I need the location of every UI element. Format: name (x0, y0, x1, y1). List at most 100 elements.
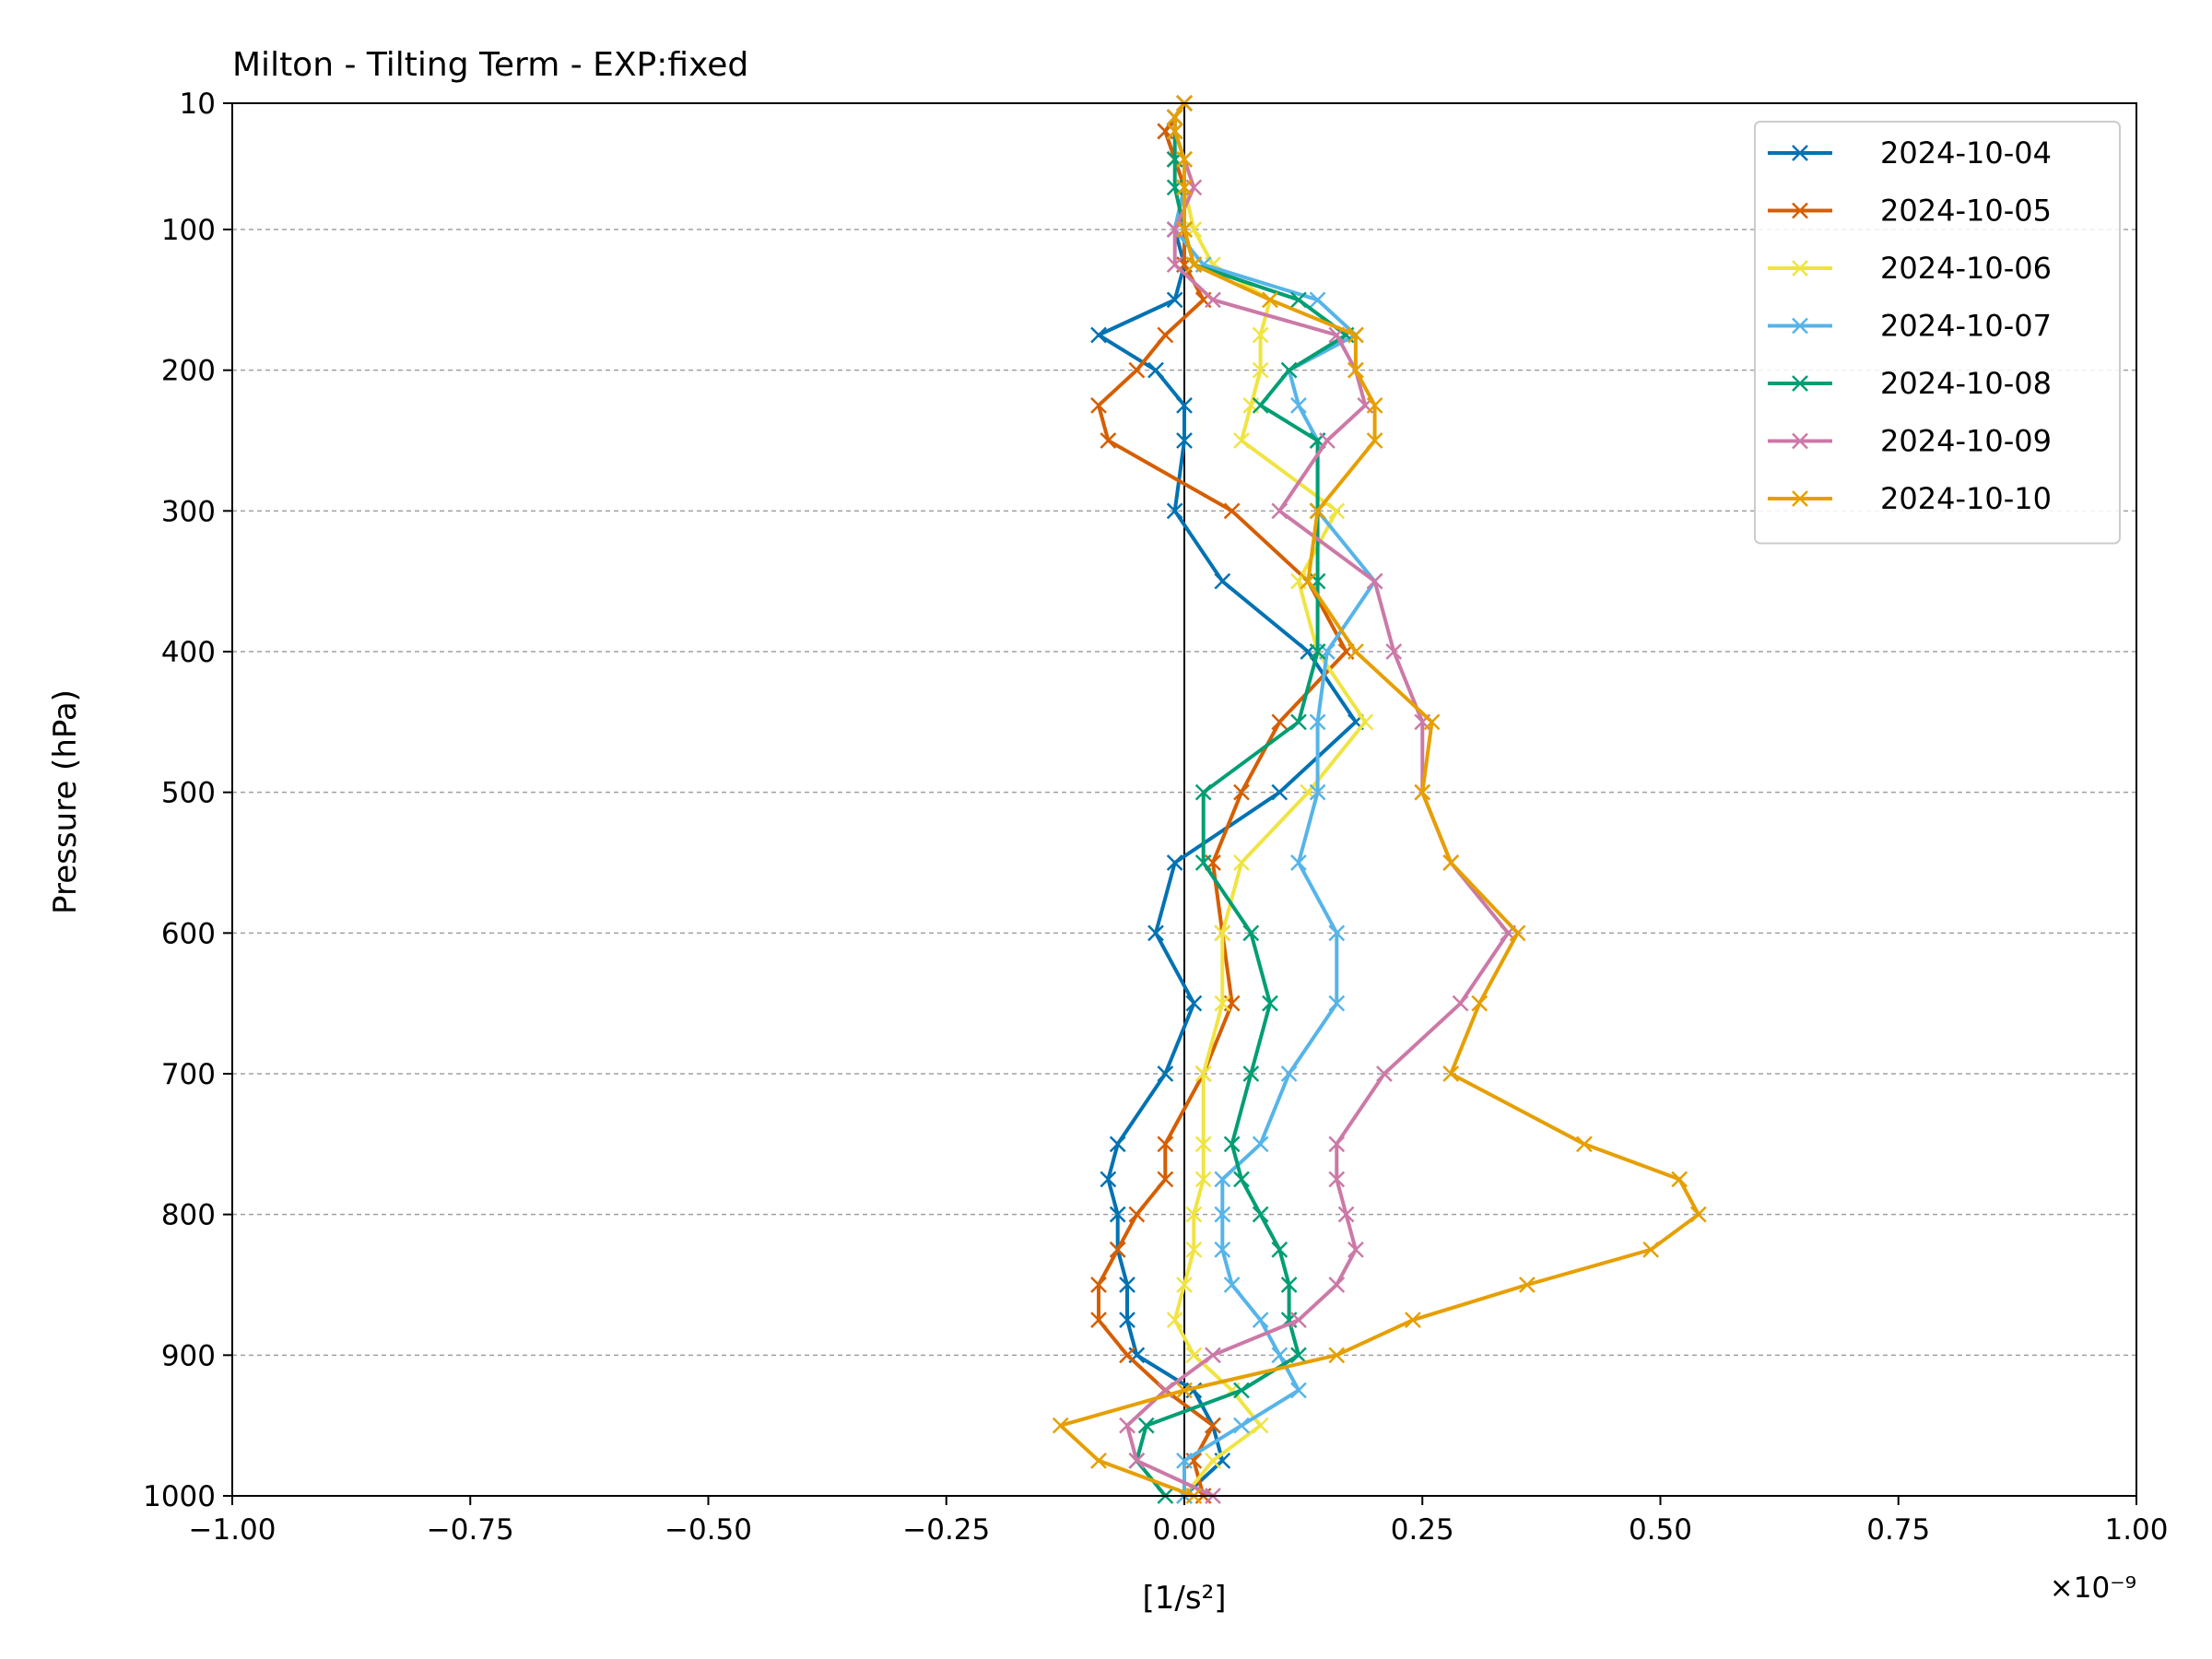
data-point (1205, 291, 1221, 309)
data-point (1328, 502, 1346, 520)
data-point (1090, 1277, 1107, 1293)
series-line (1172, 101, 1368, 1498)
data-point (1442, 854, 1460, 871)
data-point (1290, 1347, 1307, 1364)
data-point (1119, 1277, 1135, 1293)
data-point (1166, 1312, 1183, 1329)
legend-item: 2024-10-05 (1768, 194, 2052, 229)
data-point (1271, 1241, 1288, 1258)
data-point (1366, 572, 1383, 590)
data-point (1509, 924, 1526, 942)
data-point (1233, 1382, 1250, 1399)
data-point (1176, 179, 1193, 196)
data-point (1176, 1382, 1193, 1399)
data-point (1233, 1417, 1250, 1434)
data-point (1252, 326, 1269, 344)
data-point (1328, 994, 1346, 1012)
data-point (1309, 643, 1326, 660)
data-point (1128, 361, 1146, 379)
data-point (1328, 924, 1346, 942)
data-point (1109, 1241, 1126, 1258)
data-point (1166, 854, 1183, 871)
data-point (1252, 1206, 1269, 1223)
data-point (1366, 396, 1383, 414)
data-point (1176, 221, 1193, 238)
x-axis-ticks: −1.00 −0.75 −0.50 −0.25 0.00 0.25 0.50 0.75 1.00 (189, 1496, 2169, 1547)
data-point (1185, 1241, 1203, 1258)
x-tick-label: −0.25 (902, 1513, 990, 1547)
y-tick-label: 700 (161, 1058, 216, 1091)
data-point (1185, 256, 1203, 274)
data-point (1194, 1135, 1212, 1153)
data-point (1271, 1347, 1288, 1364)
data-point (1309, 502, 1326, 520)
data-point (1166, 109, 1183, 126)
data-point (1233, 432, 1250, 449)
x-tick-label: 0.00 (1152, 1513, 1216, 1547)
legend-label: 2024-10-05 (1880, 194, 2052, 229)
legend-label: 2024-10-06 (1880, 251, 2052, 286)
data-point (1442, 1065, 1460, 1082)
data-point (1290, 1382, 1307, 1399)
data-point (1223, 1135, 1241, 1153)
legend-item: 2024-10-06 (1768, 251, 2052, 286)
data-point (1271, 783, 1288, 801)
data-point (1337, 1206, 1355, 1223)
x-axis-label: [1/s²] (1143, 1580, 1227, 1617)
data-point (1366, 432, 1383, 449)
data-point (1328, 1135, 1346, 1153)
data-point (1300, 572, 1317, 590)
data-point (1233, 783, 1250, 801)
data-point (1357, 713, 1374, 731)
y-tick-label: 500 (161, 777, 216, 810)
data-point (1347, 643, 1364, 660)
legend-marker (1792, 260, 1808, 276)
data-point (1166, 256, 1183, 274)
data-point (1090, 1312, 1107, 1329)
data-point (1671, 1171, 1688, 1188)
data-point (1119, 1347, 1135, 1364)
legend-label: 2024-10-08 (1880, 366, 2052, 401)
legend-item: 2024-10-09 (1768, 424, 2052, 459)
series-layer (1052, 95, 1707, 1504)
data-point (1100, 1171, 1117, 1188)
data-point (1090, 1452, 1107, 1469)
y-axis-ticks: 10 100 200 300 400 500 600 700 800 900 1000 (143, 88, 232, 1513)
data-point (1405, 1312, 1421, 1329)
data-point (1109, 1206, 1126, 1223)
data-point (1119, 1417, 1135, 1434)
data-point (1252, 361, 1269, 379)
y-tick-label: 400 (161, 636, 216, 669)
data-point (1328, 1171, 1346, 1188)
data-point (1414, 783, 1431, 801)
data-point (1233, 1171, 1250, 1188)
data-point (1347, 1241, 1364, 1258)
chart-title: Milton - Tilting Term - EXP:fixed (232, 46, 748, 84)
legend-marker (1792, 317, 1808, 335)
data-point (1309, 291, 1326, 309)
x-tick-label: −0.75 (427, 1513, 514, 1547)
data-point (1157, 1065, 1174, 1082)
data-point (1205, 1452, 1221, 1469)
data-point (1575, 1135, 1593, 1153)
data-point (1290, 854, 1307, 871)
y-axis-label: Pressure (hPa) (47, 689, 84, 914)
data-point (1194, 854, 1212, 871)
data-point (1252, 1312, 1269, 1329)
data-point (1271, 502, 1288, 520)
data-point (1176, 1277, 1193, 1293)
y-tick-label: 800 (161, 1199, 216, 1232)
data-point (1290, 396, 1307, 414)
data-point (1642, 1241, 1660, 1258)
data-point (1518, 1277, 1535, 1293)
data-point (1290, 1312, 1307, 1329)
data-point (1090, 396, 1107, 414)
data-point (1452, 994, 1469, 1012)
data-point (1128, 1452, 1146, 1469)
data-point (1147, 924, 1164, 942)
data-point (1242, 924, 1260, 942)
data-point (1280, 1277, 1298, 1293)
data-point (1194, 1065, 1212, 1082)
data-point (1157, 1135, 1174, 1153)
legend-label: 2024-10-10 (1880, 481, 2052, 516)
